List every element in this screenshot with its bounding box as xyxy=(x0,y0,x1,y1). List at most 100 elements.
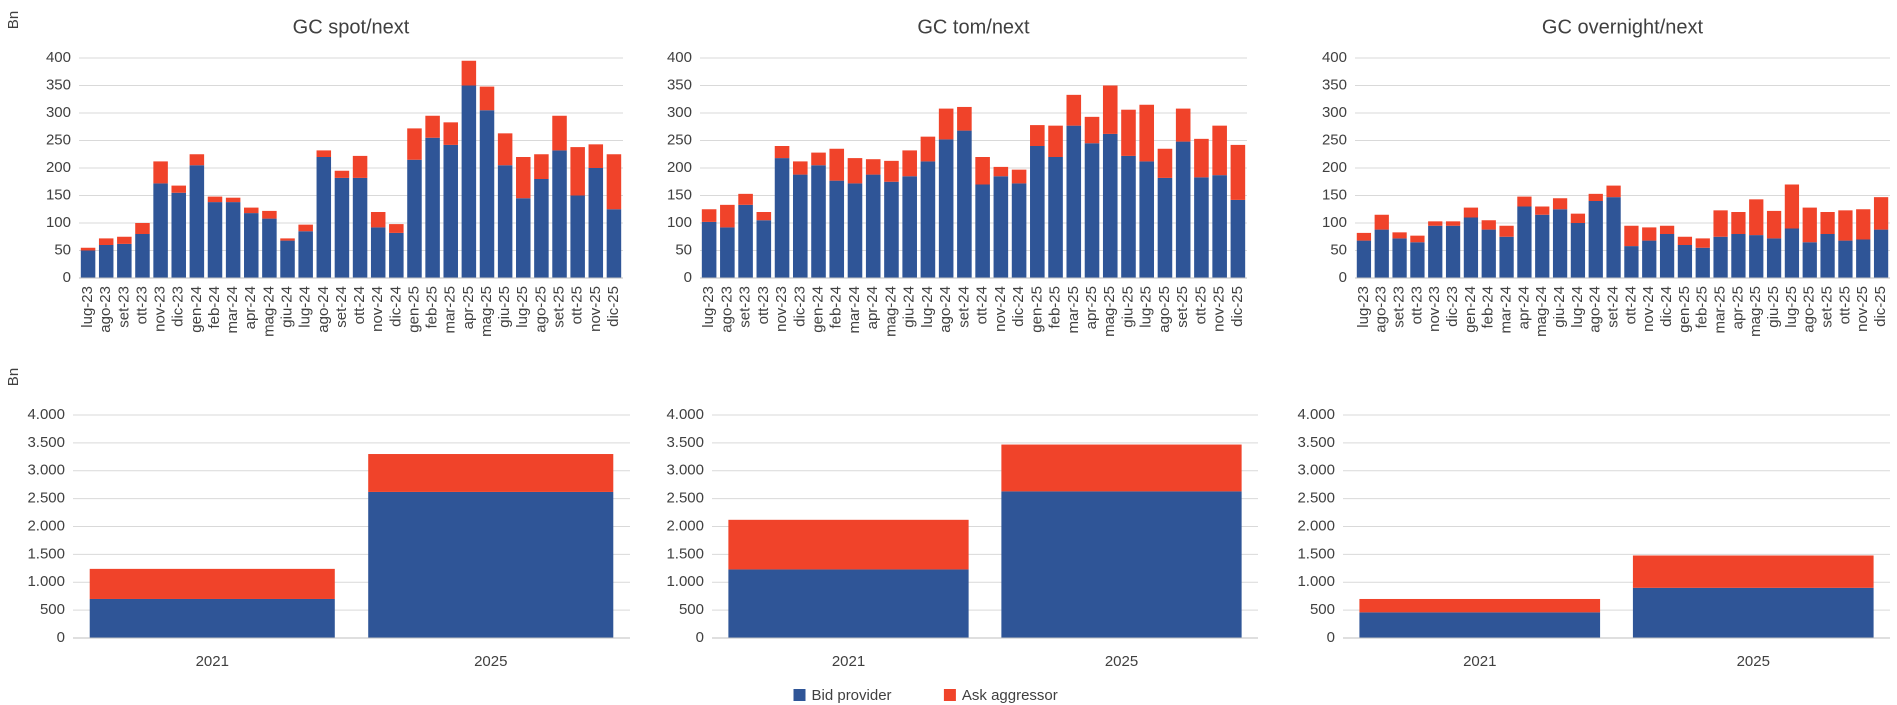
bar-segment xyxy=(847,158,863,184)
x-tick-label: gen-24 xyxy=(809,286,826,333)
bar-segment xyxy=(516,198,531,278)
x-tick-label: apr-24 xyxy=(1515,286,1532,329)
bar-segment xyxy=(1642,240,1657,278)
x-tick-label: lug-23 xyxy=(700,286,717,328)
x-tick-label: lug-25 xyxy=(1783,286,1800,328)
x-tick-label: dic-23 xyxy=(170,286,187,327)
bar-segment xyxy=(1011,169,1027,184)
bar-segment xyxy=(588,144,604,168)
bar-segment xyxy=(884,181,899,278)
x-tick-label: apr-24 xyxy=(242,286,259,329)
bar-segment xyxy=(1194,177,1209,278)
bar-segment xyxy=(1856,239,1871,278)
bar-segment xyxy=(570,195,585,278)
x-tick-label: giu-25 xyxy=(1765,286,1782,328)
bar-segment xyxy=(1713,236,1728,278)
y-tick-label: 50 xyxy=(54,241,71,258)
bar-segment xyxy=(135,223,150,234)
bar-segment xyxy=(171,185,186,193)
y-tick-label: 200 xyxy=(46,159,71,176)
bar-segment xyxy=(1445,221,1461,226)
x-tick-label: giu-25 xyxy=(496,286,513,328)
series: Bid provider xyxy=(701,125,1246,279)
y-tick-label: 150 xyxy=(1322,186,1347,203)
bar-segment xyxy=(1030,146,1045,278)
x-tick-label: feb-24 xyxy=(828,286,845,329)
bar-segment xyxy=(1749,235,1764,278)
x-tick-label: mag-25 xyxy=(1747,286,1764,337)
y-tick-label: 1.500 xyxy=(666,545,704,562)
bar-segment xyxy=(1749,199,1764,236)
x-tick-label: apr-24 xyxy=(864,286,881,329)
bar-segment xyxy=(1481,220,1496,230)
bar-segment xyxy=(425,137,440,278)
x-tick-label: lug-23 xyxy=(1355,286,1372,328)
x-tick-label: gen-24 xyxy=(188,286,205,333)
x-tick-label: ago-24 xyxy=(1587,286,1604,333)
bar-segment xyxy=(89,568,335,599)
legend-label: Bid provider xyxy=(812,687,892,704)
x-tick-label: mag-24 xyxy=(1533,286,1550,337)
bar-segment xyxy=(368,454,614,492)
x-tick-label: lug-23 xyxy=(79,286,96,328)
chart-title: GC tom/next xyxy=(917,16,1030,38)
bar-segment xyxy=(1552,209,1568,278)
bar-segment xyxy=(80,247,96,251)
bar-segment xyxy=(1535,206,1550,215)
bar-segment xyxy=(389,232,404,278)
bar-segment xyxy=(1001,491,1242,638)
x-tick-label: lug-25 xyxy=(514,286,531,328)
x-tick-label: ott-23 xyxy=(1408,286,1425,324)
y-tick-label: 4.000 xyxy=(666,406,704,423)
x-tick-label: 2025 xyxy=(1105,653,1138,670)
bar-segment xyxy=(811,165,826,278)
x-tick-label: mar-25 xyxy=(442,286,459,334)
bar-segment xyxy=(756,212,772,221)
bar-segment xyxy=(1820,234,1835,278)
y-tick-label: 0 xyxy=(696,629,704,646)
bar-segment xyxy=(370,227,386,278)
x-tick-label: set-23 xyxy=(1391,286,1408,328)
bar-segment xyxy=(975,157,990,185)
bar-segment xyxy=(975,184,990,278)
y-tick-label: 50 xyxy=(675,241,692,258)
x-tick-label: ago-23 xyxy=(1373,286,1390,333)
bar-segment xyxy=(902,150,917,177)
x-tick-label: gen-25 xyxy=(405,286,422,333)
x-tick-label: mag-25 xyxy=(1101,286,1118,337)
bar-segment xyxy=(117,236,132,244)
x-tick-label: mar-25 xyxy=(1065,286,1082,334)
bar-segment xyxy=(993,176,1009,278)
bar-segment xyxy=(720,227,735,278)
bar-segment xyxy=(1632,587,1874,638)
bar-segment xyxy=(1820,212,1835,234)
bar-segment xyxy=(407,128,422,160)
x-tick-label: ago-25 xyxy=(1801,286,1818,333)
y-tick-label: 200 xyxy=(1322,159,1347,176)
bar-segment xyxy=(1428,225,1443,278)
bar-segment xyxy=(280,240,295,278)
bar-segment xyxy=(352,155,368,178)
x-tick-label: set-24 xyxy=(955,286,972,328)
x-tick-label: feb-25 xyxy=(424,286,441,329)
x-tick-label: dic-23 xyxy=(791,286,808,327)
y-tick-label: 300 xyxy=(46,104,71,121)
series: Ask aggressor xyxy=(89,454,614,599)
y-tick-label: 4.000 xyxy=(27,406,65,423)
y-tick-label: 2.000 xyxy=(666,517,704,534)
bar-segment xyxy=(1677,245,1693,278)
bar-segment xyxy=(244,213,259,278)
bar-segment xyxy=(701,221,717,278)
y-tick-label: 0 xyxy=(57,629,65,646)
bar-segment xyxy=(189,165,205,278)
x-tick-label: feb-24 xyxy=(1480,286,1497,329)
bar-segment xyxy=(298,231,313,278)
bar-segment xyxy=(98,238,114,245)
bar-segment xyxy=(1230,144,1246,200)
x-tick-label: set-25 xyxy=(1174,286,1191,328)
bar-segment xyxy=(774,158,790,278)
bar-segment xyxy=(902,176,917,278)
x-tick-label: lug-24 xyxy=(1569,286,1586,328)
bar-segment xyxy=(1359,612,1601,638)
